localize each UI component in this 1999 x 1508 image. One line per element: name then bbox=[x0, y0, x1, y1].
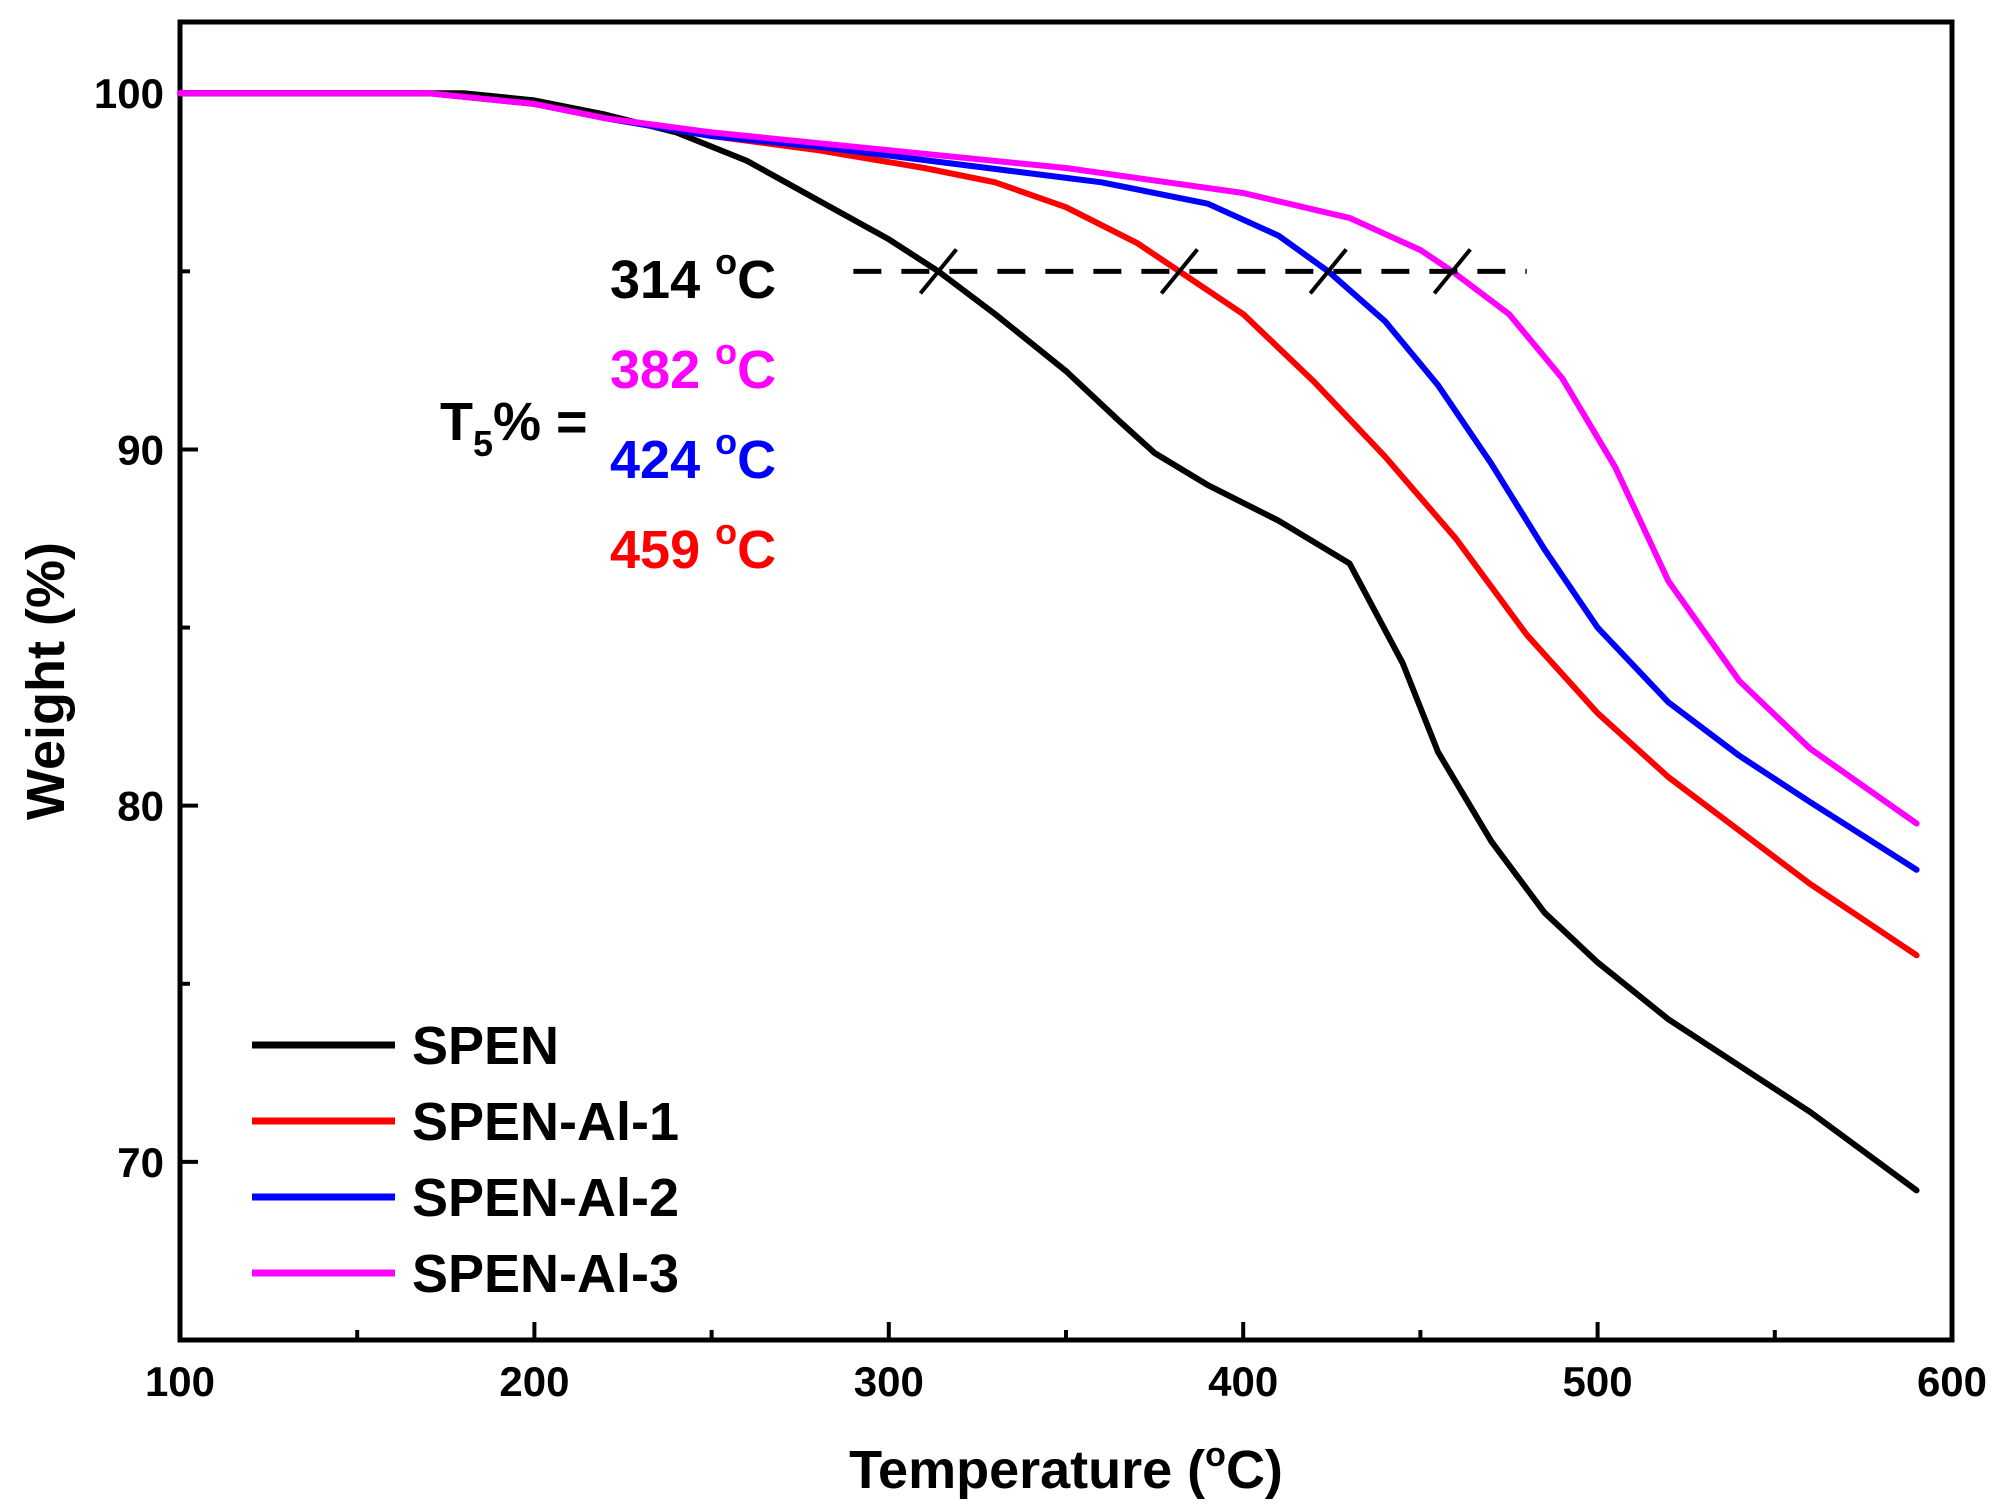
y-tick-label: 80 bbox=[117, 783, 164, 830]
series-line-spen-al-2 bbox=[177, 90, 1920, 873]
t5-label-main: T bbox=[440, 392, 473, 452]
x-tick-label: 200 bbox=[499, 1358, 569, 1405]
t5-label: T5% = bbox=[440, 392, 588, 464]
legend-label-spen-al-2: SPEN-Al-2 bbox=[412, 1168, 679, 1228]
legend-label-spen: SPEN bbox=[412, 1016, 559, 1076]
t5-label-end: % = bbox=[493, 392, 588, 452]
x-tick-label: 100 bbox=[145, 1358, 215, 1405]
t5-value-unit: C bbox=[737, 520, 776, 580]
axes-group: 100 200 300 400 500 600 70 80 90 100 Temperature (… bbox=[16, 19, 1987, 1500]
t5-value: 382 oC bbox=[610, 331, 776, 400]
t5-cross-marker bbox=[1432, 248, 1472, 295]
y-tick-label: 90 bbox=[117, 426, 164, 473]
reference-group bbox=[853, 248, 1527, 295]
y-tick-label: 100 bbox=[94, 70, 164, 117]
x-tick-label: 400 bbox=[1208, 1358, 1278, 1405]
legend-group: SPEN SPEN-Al-1 SPEN-Al-2 SPEN-Al-3 bbox=[252, 1016, 679, 1304]
x-axis-title-degree: o bbox=[1205, 1436, 1226, 1474]
t5-value-unit: C bbox=[737, 430, 776, 490]
t5-cross-marker bbox=[1308, 248, 1348, 295]
t5-value-number: 459 bbox=[610, 520, 715, 580]
t5-value-unit: C bbox=[737, 340, 776, 400]
t5-value-unit: C bbox=[737, 250, 776, 310]
t5-value: 424 oC bbox=[610, 421, 776, 490]
t5-value-degree: o bbox=[715, 241, 737, 282]
t5-value-number: 424 bbox=[610, 430, 715, 490]
legend-label-spen-al-3: SPEN-Al-3 bbox=[412, 1244, 679, 1304]
t5-label-sub: 5 bbox=[473, 423, 493, 464]
t5-value-number: 314 bbox=[610, 250, 715, 310]
series-line-spen-al-1 bbox=[177, 90, 1920, 959]
t5-cross-marker bbox=[918, 248, 958, 295]
t5-value-number: 382 bbox=[610, 340, 715, 400]
t5-value-degree: o bbox=[715, 511, 737, 552]
x-axis-title-end: C) bbox=[1226, 1440, 1283, 1500]
t5-value: 459 oC bbox=[610, 511, 776, 580]
series-line-spen-al-3 bbox=[177, 90, 1920, 827]
x-axis-title: Temperature (oC) bbox=[849, 1436, 1283, 1500]
legend-label-spen-al-1: SPEN-Al-1 bbox=[412, 1092, 679, 1152]
t5-value: 314 oC bbox=[610, 241, 776, 310]
t5-value-degree: o bbox=[715, 331, 737, 372]
series-group bbox=[177, 90, 1920, 1194]
x-tick-label: 500 bbox=[1563, 1358, 1633, 1405]
y-tick-label: 70 bbox=[117, 1139, 164, 1186]
t5-cross-marker bbox=[1159, 248, 1199, 295]
x-tick-label: 600 bbox=[1917, 1358, 1987, 1405]
x-axis-title-main: Temperature ( bbox=[849, 1440, 1205, 1500]
x-tick-label: 300 bbox=[854, 1358, 924, 1405]
y-axis-title: Weight (%) bbox=[16, 542, 76, 820]
t5-value-degree: o bbox=[715, 421, 737, 462]
